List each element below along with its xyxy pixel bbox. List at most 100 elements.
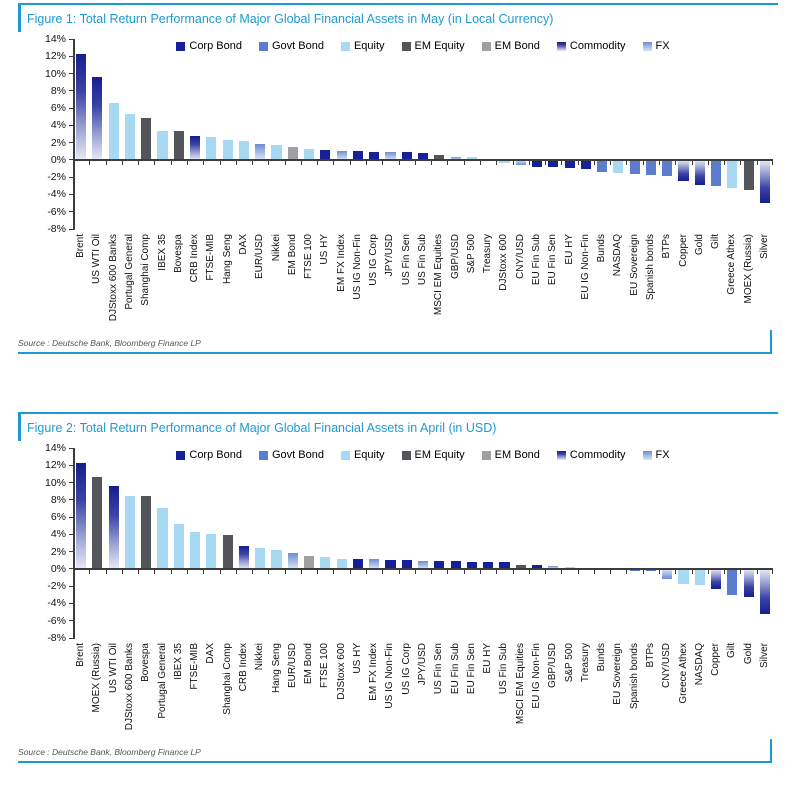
bar-column xyxy=(708,39,724,229)
x-axis-label: EU HY xyxy=(563,234,575,265)
x-axis-tick xyxy=(561,569,563,574)
y-axis-tick xyxy=(69,516,74,518)
bar-column xyxy=(594,448,610,638)
x-label-cell: US IG Non-Fin xyxy=(382,643,398,742)
x-axis-label: EUR/USD xyxy=(254,234,266,280)
x-label-cell: EU Fin Sen xyxy=(545,234,561,333)
x-axis-tick xyxy=(691,569,693,574)
x-axis-tick xyxy=(105,569,107,574)
x-label-cell: US Fin Sen xyxy=(431,643,447,742)
x-axis-tick xyxy=(252,160,254,165)
x-axis-tick xyxy=(740,569,742,574)
x-axis-label: US Fin Sub xyxy=(417,234,429,286)
y-axis-tick-label: 6% xyxy=(50,511,66,524)
bar xyxy=(580,159,591,170)
x-label-cell: EM FX Index xyxy=(334,234,350,333)
x-axis-tick xyxy=(186,569,188,574)
x-axis-label: Brent xyxy=(75,643,87,667)
y-axis-tick-label: -6% xyxy=(47,205,66,218)
bar-column xyxy=(203,39,219,229)
x-label-cell: Bovespa xyxy=(171,234,187,333)
bar xyxy=(548,159,559,167)
bar-column xyxy=(122,39,138,229)
x-label-cell: JPY/USD xyxy=(415,643,431,742)
bar-column xyxy=(138,448,154,638)
y-axis-tick xyxy=(69,464,74,466)
bar xyxy=(515,159,526,166)
bar-column xyxy=(415,448,431,638)
x-label-cell: Shanghai Comp xyxy=(220,643,236,742)
y-axis-tick xyxy=(69,124,74,126)
x-label-cell: FTSE 100 xyxy=(317,643,333,742)
x-axis-label: GBP/USD xyxy=(547,643,559,689)
x-axis-label: Bunds xyxy=(596,643,608,672)
x-axis-label: CNY/USD xyxy=(661,643,673,689)
x-axis-tick xyxy=(659,160,661,165)
x-axis-tick xyxy=(382,569,384,574)
bar-column xyxy=(138,39,154,229)
bar-column xyxy=(171,39,187,229)
x-axis-tick xyxy=(349,569,351,574)
bar-column xyxy=(366,448,382,638)
bar xyxy=(271,549,282,569)
x-axis-label: US IG Non-Fin xyxy=(351,234,363,300)
bar xyxy=(531,159,543,167)
bar-column xyxy=(578,448,594,638)
x-axis-tick xyxy=(317,160,319,165)
x-label-cell: US WTI Oil xyxy=(89,234,105,333)
bar-column xyxy=(252,39,268,229)
bar-column xyxy=(154,448,170,638)
bar-column xyxy=(431,448,447,638)
bar-column xyxy=(643,39,659,229)
bar-column xyxy=(334,448,350,638)
y-axis-tick-label: -4% xyxy=(47,188,66,201)
x-axis-label: NASDAQ xyxy=(693,643,705,686)
bar xyxy=(206,137,217,160)
x-label-cell: Bovespa xyxy=(138,643,154,742)
x-axis-tick xyxy=(675,160,677,165)
x-axis-label: CRB Index xyxy=(189,234,201,283)
bar xyxy=(336,558,347,569)
x-axis-tick xyxy=(203,569,205,574)
x-label-cell: EU Fin Sub xyxy=(447,643,463,742)
x-axis-tick xyxy=(398,569,400,574)
x-axis-label: Shanghai Comp xyxy=(140,234,152,306)
x-axis-tick xyxy=(203,160,205,165)
bar-column xyxy=(382,448,398,638)
x-axis-tick xyxy=(349,160,351,165)
x-axis-tick xyxy=(447,160,449,165)
x-axis-label: Nikkei xyxy=(270,234,282,262)
y-axis-tick-label: 2% xyxy=(50,545,66,558)
figure-2: Figure 2: Total Return Performance of Ma… xyxy=(18,412,778,763)
y-axis-tick-label: -8% xyxy=(47,223,66,235)
x-label-cell: Portugal General xyxy=(122,234,138,333)
bar-column xyxy=(496,448,512,638)
bar-column xyxy=(350,448,366,638)
x-label-cell: BTPs xyxy=(659,234,675,333)
bar xyxy=(141,117,152,160)
y-axis-tick xyxy=(69,159,74,161)
bar-column xyxy=(627,448,643,638)
x-axis-label: Nikkei xyxy=(254,643,266,671)
x-axis-tick xyxy=(366,160,368,165)
x-label-cell: US IG Non-Fin xyxy=(350,234,366,333)
y-axis-tick-label: 8% xyxy=(50,493,66,506)
bar-column xyxy=(643,448,659,638)
x-axis-tick xyxy=(170,160,172,165)
x-axis-label: Bovespa xyxy=(172,234,184,273)
x-axis-label: Portugal General xyxy=(156,643,168,719)
bar-column xyxy=(757,448,773,638)
y-axis-tick-label: 6% xyxy=(50,102,66,115)
x-label-cell: Nikkei xyxy=(252,643,268,742)
x-label-cell: IBEX 35 xyxy=(171,643,187,742)
y-axis-tick-label: -4% xyxy=(47,597,66,610)
bar-column xyxy=(741,39,757,229)
x-label-cell: US WTI Oil xyxy=(106,643,122,742)
x-axis-label: EU IG Non-Fin xyxy=(531,643,543,709)
bar-column xyxy=(675,448,691,638)
bar-column xyxy=(268,448,284,638)
x-axis-label: US Fin Sen xyxy=(433,643,445,695)
x-label-cell: DAX xyxy=(203,643,219,742)
x-label-cell: Gilt xyxy=(708,234,724,333)
y-axis-tick-label: -6% xyxy=(47,614,66,627)
